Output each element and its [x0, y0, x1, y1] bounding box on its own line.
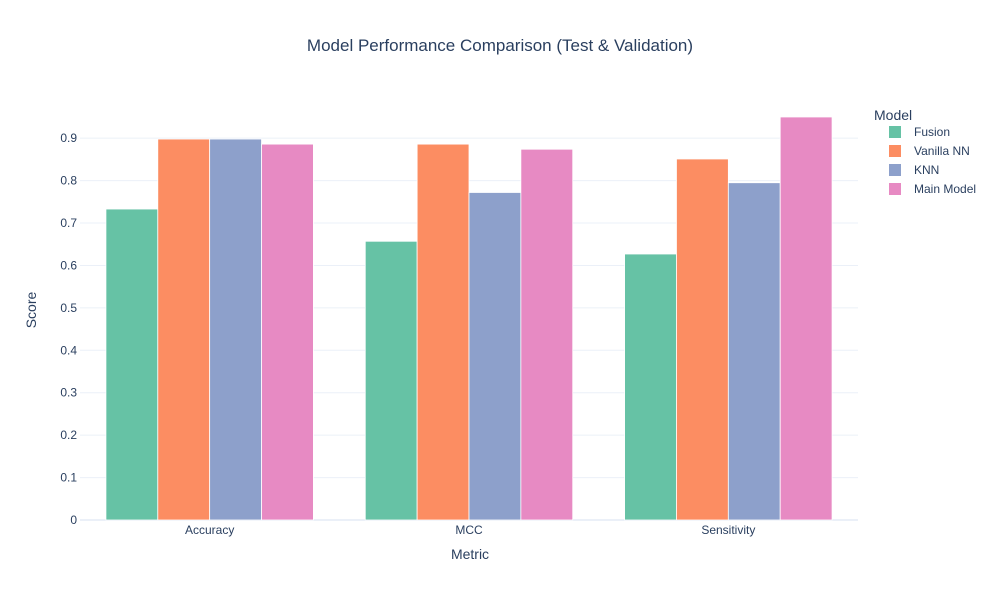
bar-knn-mcc [468, 192, 522, 521]
y-tick-label: 0.9 [60, 131, 77, 145]
y-tick-label: 0 [70, 513, 77, 527]
y-tick-label: 0.7 [60, 216, 77, 230]
legend-swatch [889, 145, 901, 157]
legend-label: Main Model [914, 182, 976, 196]
bar-main-model-sensitivity [779, 116, 833, 521]
bars [105, 116, 833, 521]
bar-fusion-mcc [364, 240, 418, 521]
y-tick-label: 0.4 [60, 343, 77, 357]
legend-swatch [889, 164, 901, 176]
y-tick-label: 0.8 [60, 174, 77, 188]
y-tick-label: 0.6 [60, 258, 77, 272]
legend-label: Fusion [914, 125, 950, 139]
bar-knn-accuracy [209, 138, 262, 521]
bar-fusion-sensitivity [624, 253, 677, 521]
legend-swatch [889, 183, 901, 195]
x-axis-title: Metric [451, 546, 489, 562]
y-axis-title: Score [23, 292, 39, 329]
legend-items: Fusion Vanilla NN KNN Main Model [889, 125, 976, 196]
bar-knn-sensitivity [727, 182, 781, 521]
bar-vanilla-nn-accuracy [157, 138, 211, 521]
y-tick-label: 0.5 [60, 301, 77, 315]
bar-main-model-mcc [520, 148, 574, 521]
x-axis-ticks: Accuracy MCC Sensitivity [185, 523, 755, 537]
legend-swatch [889, 126, 901, 138]
bar-main-model-accuracy [261, 143, 314, 521]
x-tick-label: MCC [455, 523, 483, 537]
bar-vanilla-nn-mcc [416, 143, 470, 521]
y-axis-ticks: 0 0.1 0.2 0.3 0.4 0.5 0.6 0.7 0.8 0.9 [60, 131, 77, 527]
legend-label: KNN [914, 163, 939, 177]
x-tick-label: Accuracy [185, 523, 234, 537]
legend-label: Vanilla NN [914, 144, 970, 158]
bar-fusion-accuracy [105, 208, 159, 521]
y-tick-label: 0.1 [60, 471, 77, 485]
y-tick-label: 0.2 [60, 428, 77, 442]
y-tick-label: 0.3 [60, 386, 77, 400]
legend: Model Fusion Vanilla NN KNN Main Model [874, 107, 976, 196]
x-tick-label: Sensitivity [701, 523, 755, 537]
chart-title: Model Performance Comparison (Test & Val… [307, 36, 693, 55]
bar-vanilla-nn-sensitivity [676, 158, 729, 521]
legend-title: Model [874, 107, 912, 123]
